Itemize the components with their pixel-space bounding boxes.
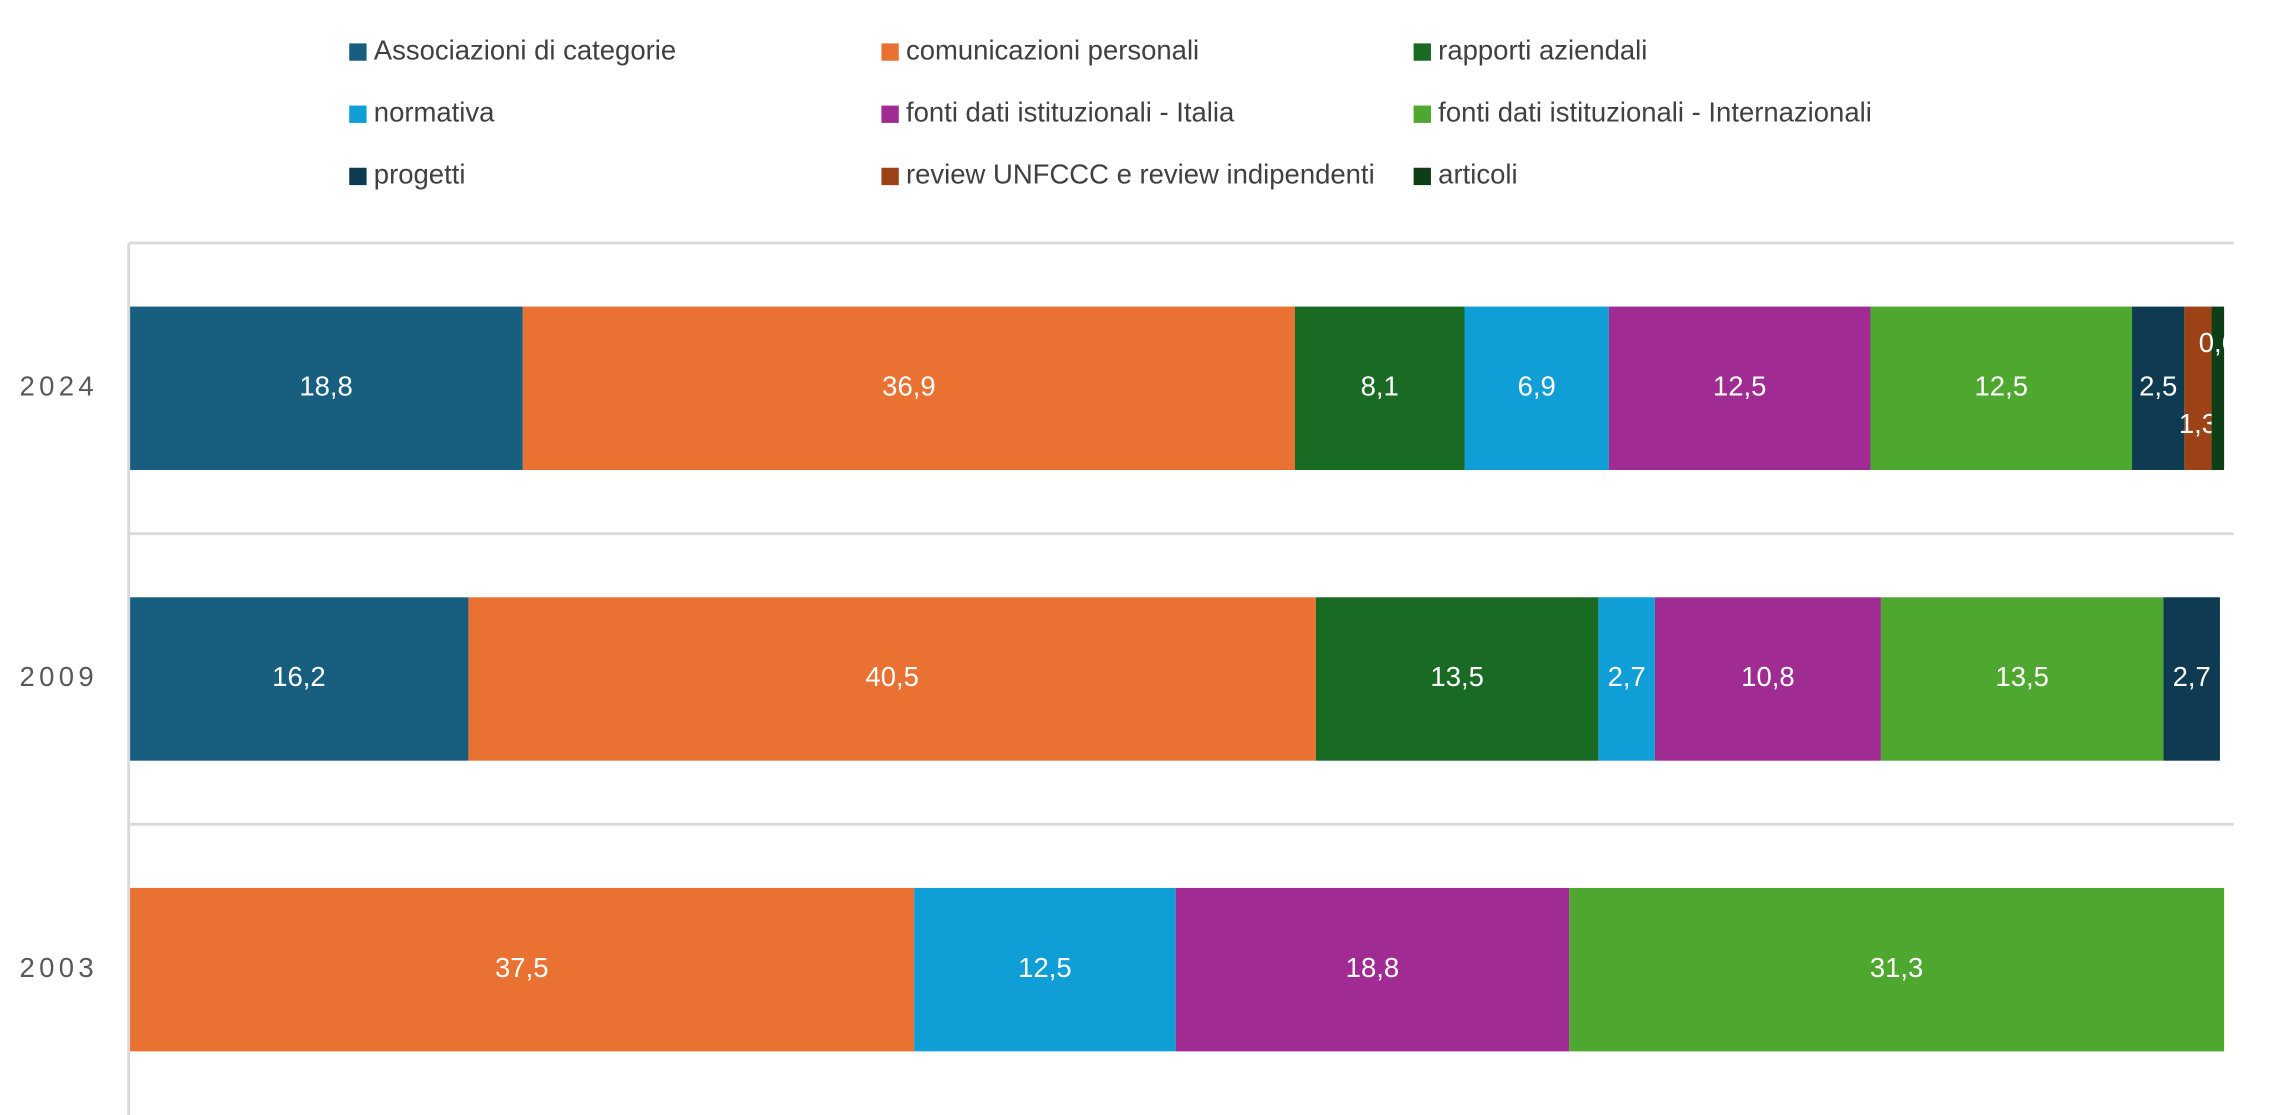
data-label: 31,3 [1870, 952, 1923, 983]
data-label: 1,3 [2179, 408, 2217, 439]
bar-segment [914, 887, 1176, 1052]
legend-label: fonti dati istituzionali - Italia [906, 96, 1235, 127]
legend-label: progetti [374, 159, 466, 190]
bar-segment [1880, 597, 2164, 761]
legend-swatch [349, 43, 367, 61]
y-tick-label: 2009 [19, 661, 97, 692]
legend-swatch [881, 105, 899, 123]
y-tick-label: 2024 [19, 371, 97, 402]
data-label: 12,5 [1975, 371, 2028, 402]
plot-area: 18,8 36,9 8,1 6,9 12,5 12,5 2,51,3 0,6 16,2 40,5 1… [129, 306, 2237, 1052]
y-tick-label: 2003 [19, 952, 97, 983]
bar-segment [1870, 306, 2133, 471]
data-label: 40,5 [865, 661, 918, 692]
bar-segment [522, 306, 1295, 471]
legend-label: Associazioni di categorie [374, 34, 676, 65]
data-label: 18,8 [299, 371, 352, 402]
legend-swatch [349, 167, 367, 186]
bar-segment [1569, 887, 2225, 1052]
legend-swatch [881, 167, 899, 186]
data-label: 12,5 [1018, 952, 1071, 983]
legend-swatch [1413, 43, 1431, 61]
legend-label: articoli [1438, 159, 1517, 190]
data-label: 10,8 [1741, 661, 1794, 692]
data-label: 0,6 [2199, 327, 2237, 358]
legend-label: comunicazioni personali [906, 34, 1199, 65]
bar-segment [468, 597, 1316, 761]
legend-swatch [1413, 105, 1431, 123]
bar-segment [129, 597, 469, 761]
bar-segment [1315, 597, 1599, 761]
legend-swatch [1413, 167, 1431, 186]
data-label: 12,5 [1713, 371, 1766, 402]
data-label: 8,1 [1361, 371, 1399, 402]
data-label: 37,5 [495, 952, 548, 983]
legend-swatch [881, 43, 899, 61]
bar-segment [2211, 306, 2225, 471]
bar-segment [1175, 887, 1570, 1052]
legend-label: fonti dati istituzionali - Internazional… [1438, 96, 1872, 127]
bar-segment [1294, 306, 1465, 471]
legend: Associazioni di categorie comunicazioni p… [349, 34, 1872, 190]
data-label: 2,7 [1608, 661, 1646, 692]
data-label: 18,8 [1346, 952, 1399, 983]
bar-segment [129, 306, 523, 471]
data-label: 2,7 [2173, 661, 2211, 692]
legend-label: normativa [374, 96, 495, 127]
data-label: 36,9 [882, 371, 935, 402]
bar-segment [1608, 306, 1871, 471]
bar-segment [1464, 306, 1609, 471]
bar-segment [2184, 306, 2212, 471]
data-label: 6,9 [1518, 371, 1556, 402]
legend-swatch [349, 105, 367, 123]
data-label: 13,5 [1430, 661, 1483, 692]
data-label: 16,2 [272, 661, 325, 692]
bar-segment [1598, 597, 1655, 761]
data-label: 2,5 [2139, 371, 2177, 402]
bar-segment [2132, 306, 2185, 471]
bar-segment [129, 887, 915, 1052]
bar-segment [2163, 597, 2220, 761]
bar-segment [1654, 597, 1881, 761]
legend-label: review UNFCCC e review indipendenti [906, 159, 1375, 190]
legend-label: rapporti aziendali [1438, 34, 1647, 65]
data-label: 13,5 [1995, 661, 2048, 692]
